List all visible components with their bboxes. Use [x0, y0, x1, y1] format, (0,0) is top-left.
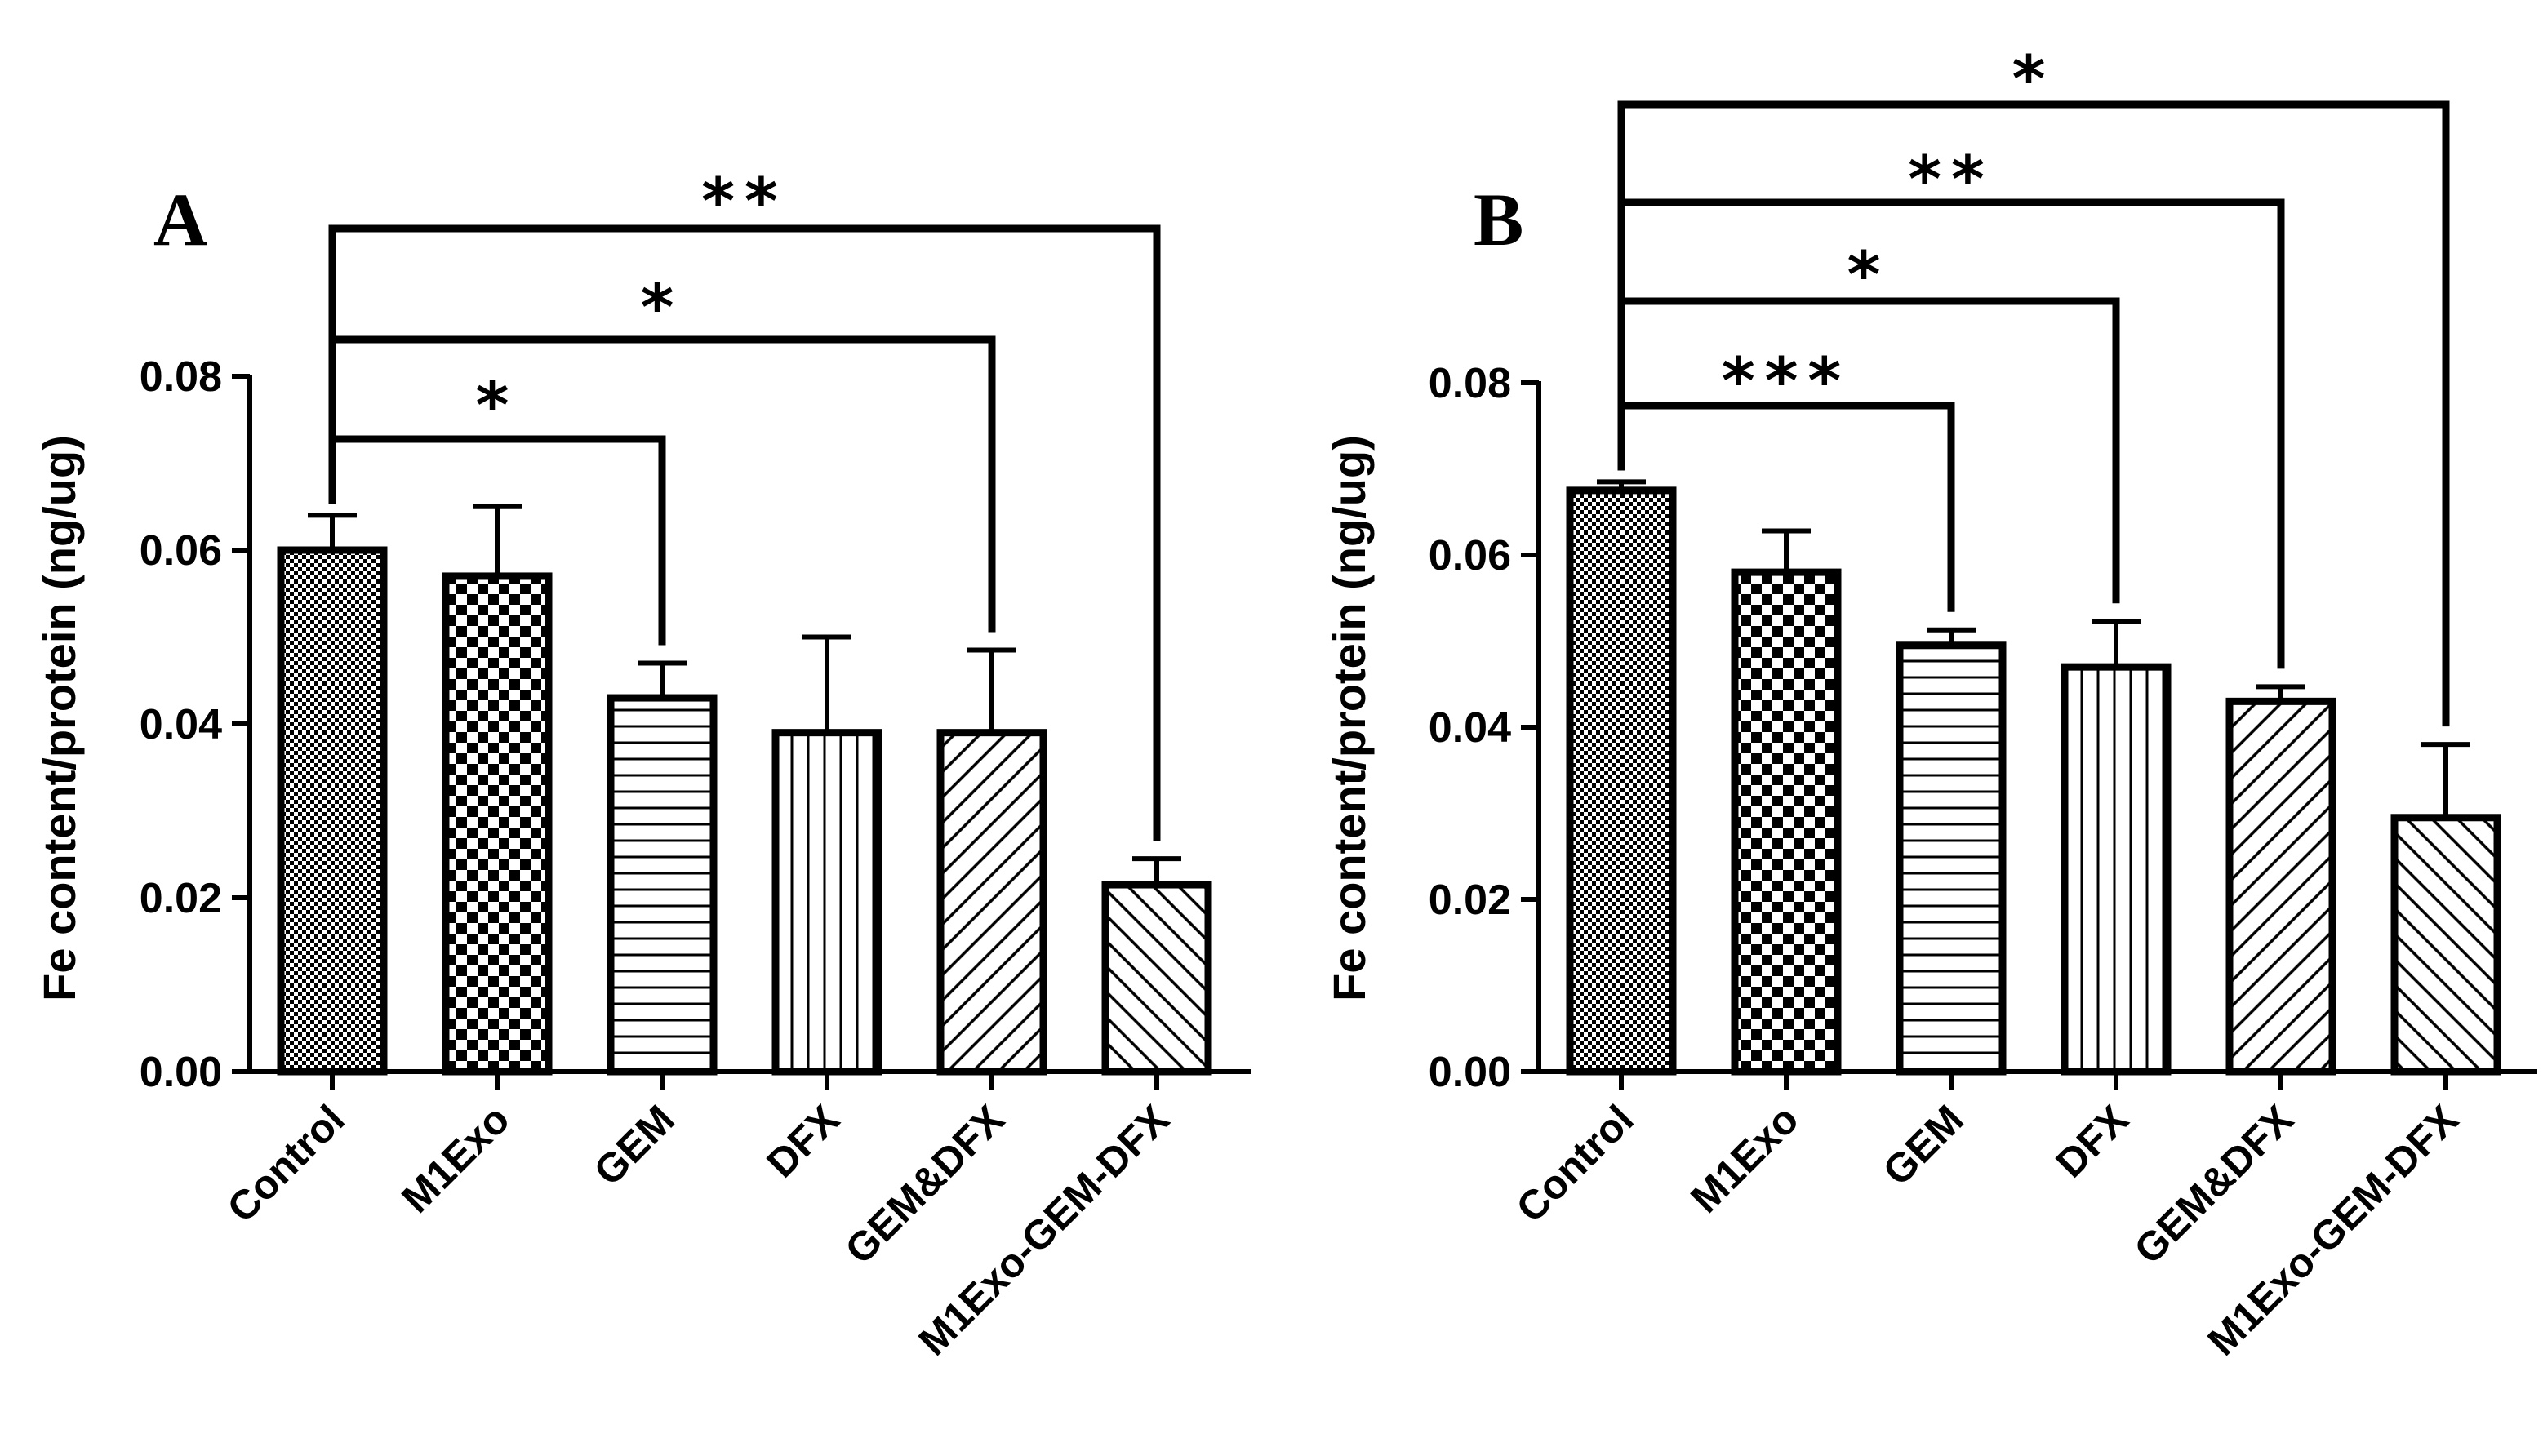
significance-label: * [641, 272, 684, 345]
bar [2225, 697, 2336, 1076]
x-tick-label: Control [1508, 1096, 1643, 1231]
bar [936, 729, 1047, 1076]
bar [277, 546, 388, 1076]
x-tick-label: M1Exo [1682, 1096, 1807, 1222]
significance-label: * [476, 370, 519, 443]
bar [1566, 486, 1677, 1076]
panel-a: A Fe content/protein (ng/ug) 0.00 0.02 0.0… [33, 166, 1251, 1365]
panel-b-label: B [1474, 178, 1523, 261]
x-tick-label: DFX [2047, 1096, 2136, 1186]
y-tick-label: 0.00 [1429, 1049, 1511, 1096]
significance-label: ** [1908, 144, 1994, 217]
y-tick-label: 0.04 [140, 701, 222, 748]
y-tick-label: 0.02 [140, 875, 222, 922]
y-tick-label: 0.06 [1429, 532, 1511, 579]
significance-bracket [328, 224, 1161, 841]
bar [2390, 814, 2501, 1076]
significance-label: * [1847, 239, 1891, 313]
bar [1731, 568, 1842, 1076]
y-tick-label: 0.06 [140, 527, 222, 575]
panel-b-y-axis-title: Fe content/protein (ng/ug) [1323, 435, 1375, 1001]
x-tick-label: M1Exo [393, 1096, 518, 1222]
x-tick-label: GEM&DFX [836, 1096, 1012, 1272]
y-tick-label: 0.04 [1429, 704, 1511, 752]
bar [1896, 641, 2007, 1076]
x-tick-label: Control [219, 1096, 353, 1231]
significance-label: ** [701, 166, 788, 239]
x-tick-label: GEM [585, 1096, 683, 1194]
y-tick-label: 0.00 [140, 1049, 222, 1096]
x-tick-label: DFX [758, 1096, 847, 1186]
bar [607, 694, 718, 1076]
x-tick-label: GEM&DFX [2125, 1096, 2301, 1272]
significance-label: *** [1722, 345, 1851, 419]
significance-bracket [1617, 100, 2450, 727]
panel-b: B Fe content/protein (ng/ug) 0.00 0.02 0.0… [1323, 43, 2537, 1365]
y-tick-label: 0.02 [1429, 877, 1511, 924]
y-tick-label: 0.08 [1429, 360, 1511, 407]
significance-label: * [2012, 43, 2056, 117]
panel-a-y-axis-title: Fe content/protein (ng/ug) [33, 435, 85, 1001]
bar [771, 729, 882, 1076]
bar [1101, 881, 1212, 1076]
significance-bracket [1617, 297, 2120, 604]
bar [2061, 663, 2172, 1076]
panel-a-label: A [153, 178, 207, 261]
bar [442, 572, 553, 1076]
y-tick-label: 0.08 [140, 353, 222, 401]
x-tick-label: GEM [1874, 1096, 1972, 1194]
